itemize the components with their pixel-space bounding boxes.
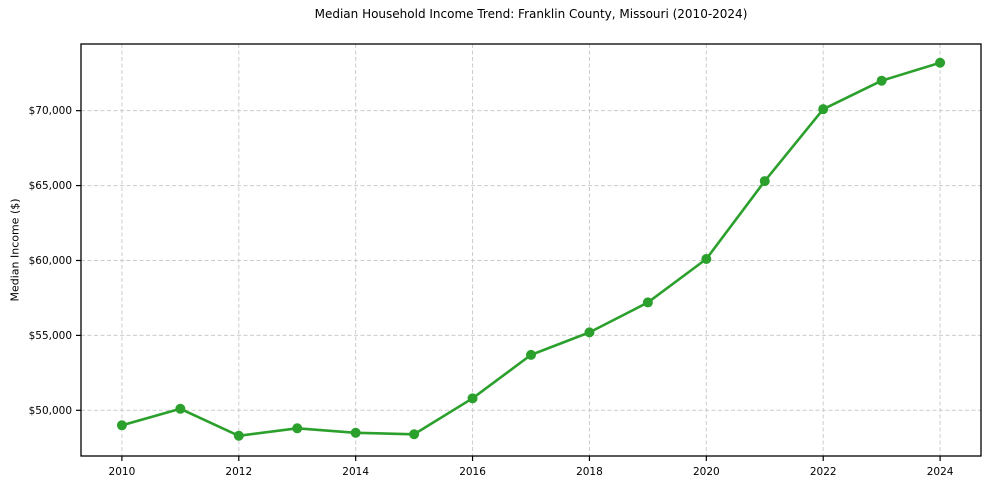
x-tick-label: 2020 [693,466,720,478]
data-point [526,349,536,360]
plot-border [80,43,982,457]
x-tick-label: 2016 [459,466,486,478]
data-point [935,57,946,68]
data-point [175,403,186,414]
data-point [876,75,887,86]
y-tick-label: $70,000 [29,105,72,117]
y-tick-label: $55,000 [29,330,72,342]
data-point [467,393,478,404]
trend-line [120,61,942,438]
x-tick-label: 2018 [576,466,603,478]
data-point [116,420,127,431]
data-point [233,430,244,441]
data-point [701,253,712,264]
data-point [759,176,770,187]
data-point [350,427,361,438]
x-tick-label: 2010 [109,466,136,478]
data-point [409,429,420,440]
data-point [818,104,829,115]
y-tick-label: $60,000 [29,255,72,267]
data-point [642,297,653,308]
data-point [292,423,303,434]
chart-title: Median Household Income Trend: Franklin … [314,7,748,21]
x-tick-label: 2022 [810,466,837,478]
y-tick-label: $50,000 [29,405,72,417]
x-tick-label: 2012 [225,466,252,478]
y-tick-label: $65,000 [29,180,72,192]
x-tick-label: 2014 [342,466,369,478]
x-tick-label: 2024 [927,466,954,478]
data-point [584,327,595,338]
